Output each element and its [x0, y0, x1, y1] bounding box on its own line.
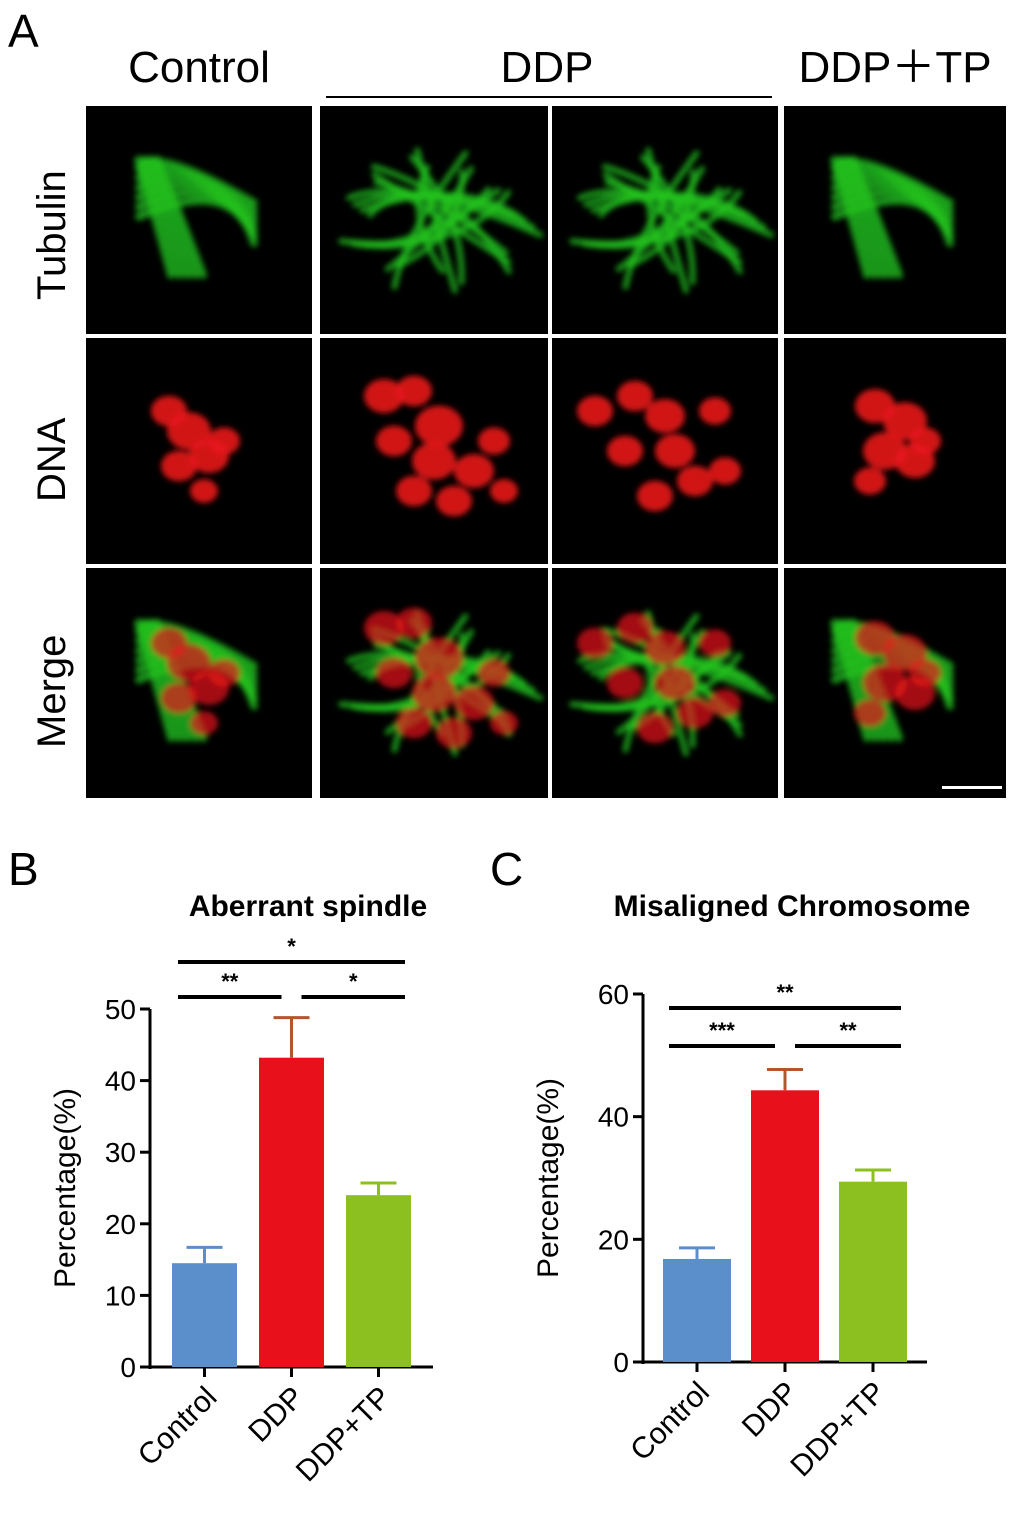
chart-c-y-tick-label: 20: [598, 1224, 629, 1255]
chart-b-bar: [259, 1057, 324, 1367]
chart-b-y-tick-label: 50: [105, 994, 136, 1025]
chart-b-significance-label: *: [287, 934, 296, 959]
chart-b-y-tick-label: 10: [105, 1280, 136, 1311]
chart-c-y-label: Percentage(%): [532, 1078, 565, 1278]
chart-c-y-tick-label: 0: [613, 1347, 629, 1378]
chart-c-significance-label: **: [839, 1018, 857, 1043]
scale-bar: [942, 786, 1002, 789]
chart-b-bar: [346, 1195, 411, 1367]
chart-b-y-tick-label: 20: [105, 1209, 136, 1240]
column-header-ddp: DDP: [500, 43, 594, 92]
chart-b-category-label: Control: [132, 1381, 224, 1473]
chart-b-category-label: DDP: [242, 1381, 310, 1449]
chart-c-category-label: Control: [624, 1376, 716, 1468]
panel-letter-b: B: [8, 843, 39, 895]
chart-c-significance-label: ***: [709, 1018, 735, 1043]
micrograph-tubulin-ddp-tp: [784, 106, 1006, 334]
row-label-merge: Merge: [30, 634, 74, 748]
micrograph-tubulin-ddp-1: [320, 106, 548, 334]
chart-b-y-tick-label: 30: [105, 1137, 136, 1168]
column-header-control: Control: [128, 43, 270, 92]
chart-c-bar: [751, 1090, 819, 1362]
micrograph-dna-ddp-tp: [784, 338, 1006, 564]
chart-c-y-tick-label: 40: [598, 1102, 629, 1133]
chart-c-bar: [663, 1258, 731, 1362]
ddp-column-bracket-line: [326, 96, 772, 98]
chart-c-bar: [839, 1181, 907, 1362]
chart-c-title: Misaligned Chromosome: [614, 890, 971, 923]
micrograph-merge-ddp-1: [320, 568, 548, 798]
micrograph-merge-ddp-2: [552, 568, 778, 798]
chart-b-y-tick-label: 40: [105, 1066, 136, 1097]
chart-c-significance-label: **: [776, 980, 794, 1005]
chart-b-y-label: Percentage(%): [49, 1088, 82, 1288]
chart-c-category-label: DDP: [736, 1376, 804, 1444]
micrograph-merge-control: [86, 568, 312, 798]
micrograph-tubulin-control: [86, 106, 312, 334]
panel-letter-c: C: [490, 843, 524, 895]
chart-b-y-tick-label: 0: [120, 1352, 136, 1383]
chart-c-y-tick-label: 60: [598, 979, 629, 1010]
chart-b-significance-label: **: [221, 969, 239, 994]
micrograph-dna-control: [86, 338, 312, 564]
column-header-ddp-tp: DDP＋TP: [798, 43, 992, 92]
micrograph-tubulin-ddp-2: [552, 106, 778, 334]
chart-b-title: Aberrant spindle: [189, 890, 427, 923]
chart-b-significance-label: *: [349, 969, 358, 994]
micrograph-merge-ddp-tp: [784, 568, 1006, 798]
row-label-tubulin: Tubulin: [30, 170, 74, 300]
chart-misaligned-chromosome: Misaligned Chromosome 0 20 40 60 Percentage(%…: [500, 860, 1020, 1510]
chart-c-category-label: DDP+TP: [784, 1376, 892, 1484]
chart-b-svg: Aberrant spindle 0 10 20 30 40 50 Percentage(%)…: [49, 890, 433, 1489]
chart-b-bar: [172, 1263, 237, 1367]
chart-b-category-label: DDP+TP: [290, 1381, 398, 1489]
chart-c-svg: Misaligned Chromosome 0 20 40 60 Percentage(%…: [532, 890, 971, 1484]
row-label-dna: DNA: [30, 417, 74, 502]
micrograph-dna-ddp-2: [552, 338, 778, 564]
micrograph-dna-ddp-1: [320, 338, 548, 564]
microscopy-grid: [86, 106, 1006, 798]
chart-aberrant-spindle: Aberrant spindle 0 10 20 30 40 50 Percentage(%)…: [0, 860, 500, 1510]
panel-letter-a: A: [8, 5, 39, 57]
